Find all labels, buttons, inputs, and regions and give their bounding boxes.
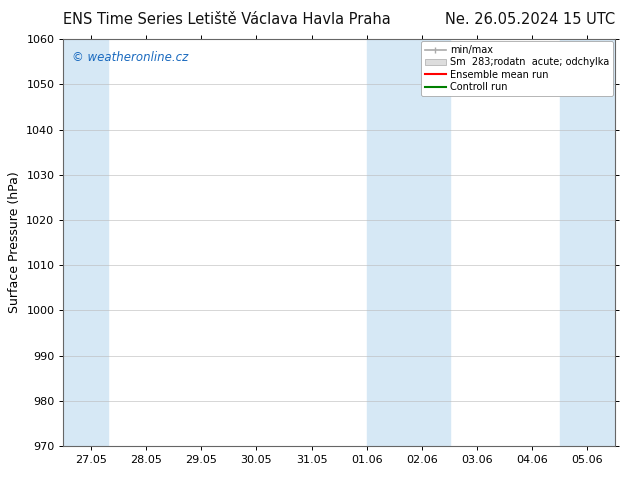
Bar [63, 39, 108, 446]
Text: Ne. 26.05.2024 15 UTC: Ne. 26.05.2024 15 UTC [445, 12, 615, 27]
Legend: min/max, Sm  283;rodatn  acute; odchylka, Ensemble mean run, Controll run: min/max, Sm 283;rodatn acute; odchylka, … [421, 41, 613, 96]
Text: © weatheronline.cz: © weatheronline.cz [72, 51, 188, 64]
Y-axis label: Surface Pressure (hPa): Surface Pressure (hPa) [8, 172, 21, 314]
Text: ENS Time Series Letiště Václava Havla Praha: ENS Time Series Letiště Václava Havla Pr… [63, 12, 391, 27]
Bar [560, 39, 615, 446]
Bar [366, 39, 450, 446]
